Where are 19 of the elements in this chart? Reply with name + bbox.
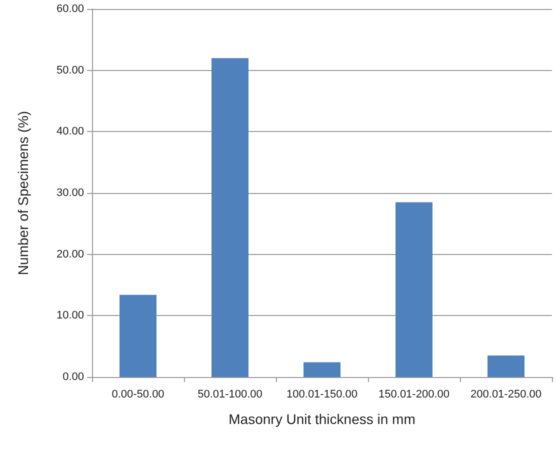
y-tick-label: 0.00 bbox=[62, 371, 84, 383]
y-tick-label: 50.00 bbox=[56, 64, 84, 76]
x-tick-label: 200.01-250.00 bbox=[470, 388, 542, 400]
bar bbox=[120, 294, 156, 377]
bar bbox=[304, 362, 340, 377]
y-tick-label: 40.00 bbox=[56, 126, 84, 138]
x-tick-label: 100.01-150.00 bbox=[286, 388, 358, 400]
x-tick-label: 150.01-200.00 bbox=[378, 388, 450, 400]
bar bbox=[212, 58, 248, 377]
y-tick-label: 30.00 bbox=[56, 187, 84, 199]
x-axis-title: Masonry Unit thickness in mm bbox=[228, 411, 416, 427]
y-tick-label: 20.00 bbox=[56, 248, 84, 260]
bar bbox=[488, 356, 524, 377]
y-axis-title: Number of Specimens (%) bbox=[15, 110, 31, 276]
y-tick-label: 10.00 bbox=[56, 310, 84, 322]
y-tick-label: 60.00 bbox=[56, 3, 84, 15]
x-tick-label: 50.01-100.00 bbox=[198, 388, 262, 400]
bar bbox=[396, 202, 432, 377]
x-tick-label: 0.00-50.00 bbox=[112, 388, 164, 400]
